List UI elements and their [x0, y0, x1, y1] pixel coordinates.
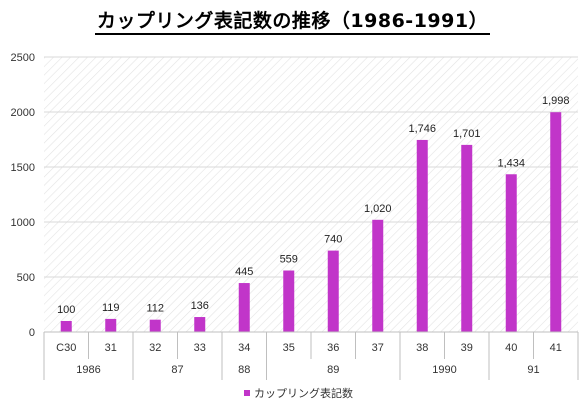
chart-title-text: カップリング表記数の推移（1986-1991）	[94, 10, 491, 35]
x-tick-label: 41	[550, 342, 562, 354]
x-group-label: 88	[238, 364, 250, 376]
x-group-label: 1986	[76, 364, 100, 376]
y-tick-label: 500	[17, 272, 35, 284]
bar	[149, 319, 161, 332]
x-tick-label: C30	[56, 342, 76, 354]
x-tick-label: 35	[283, 342, 295, 354]
x-group-label: 89	[327, 364, 339, 376]
data-label: 1,701	[453, 128, 481, 140]
y-tick-label: 2000	[11, 107, 35, 119]
data-label: 1,998	[542, 95, 570, 107]
x-tick-label: 38	[416, 342, 428, 354]
y-tick-label: 1000	[11, 217, 35, 229]
x-tick-label: 34	[238, 342, 250, 354]
data-label: 100	[57, 304, 75, 316]
bar	[327, 250, 339, 332]
data-label: 1,746	[408, 123, 436, 135]
legend-swatch	[244, 390, 250, 396]
bar	[194, 317, 206, 332]
x-tick-label: 31	[105, 342, 117, 354]
x-tick-label: 40	[505, 342, 517, 354]
data-label: 136	[191, 300, 209, 312]
legend-label: カップリング表記数	[254, 386, 353, 400]
bar	[550, 112, 562, 332]
x-group-label: 1990	[432, 364, 456, 376]
x-tick-label: 33	[194, 342, 206, 354]
bar	[372, 219, 384, 332]
data-label: 1,020	[364, 203, 392, 215]
data-label: 445	[235, 266, 253, 278]
x-tick-label: 37	[372, 342, 384, 354]
bar	[416, 139, 428, 332]
x-group-label: 87	[171, 364, 183, 376]
data-label: 740	[324, 234, 342, 246]
x-axis: C30 31 32 33 34 35 36 37 38 39 40 41 1986 87 88 89 1990 9…	[43, 331, 579, 380]
data-label: 119	[102, 302, 120, 314]
bar	[105, 318, 117, 332]
data-label: 1,434	[497, 157, 525, 169]
data-labels: 100 119 112 136 445 559 740 1,020 1,746 1,701 1,43…	[57, 95, 569, 316]
x-tick-label: 36	[327, 342, 339, 354]
y-tick-label: 0	[29, 327, 35, 339]
data-label: 559	[280, 254, 298, 266]
x-tick-label: 39	[461, 342, 473, 354]
y-axis-tick-labels: 0 500 1000 1500 2000 2500	[11, 52, 35, 339]
bar	[283, 270, 295, 332]
bars	[60, 112, 562, 332]
y-tick-label: 2500	[11, 52, 35, 64]
bar	[238, 283, 250, 332]
x-tick-label: 32	[149, 342, 161, 354]
x-group-label: 91	[527, 364, 539, 376]
bar	[60, 321, 72, 332]
legend: カップリング表記数	[244, 386, 353, 400]
plot-area-background	[44, 57, 578, 332]
bar	[461, 144, 473, 332]
data-label: 112	[146, 303, 164, 315]
chart-title: カップリング表記数の推移（1986-1991）	[0, 6, 585, 35]
y-tick-label: 1500	[11, 162, 35, 174]
bar	[505, 174, 517, 332]
